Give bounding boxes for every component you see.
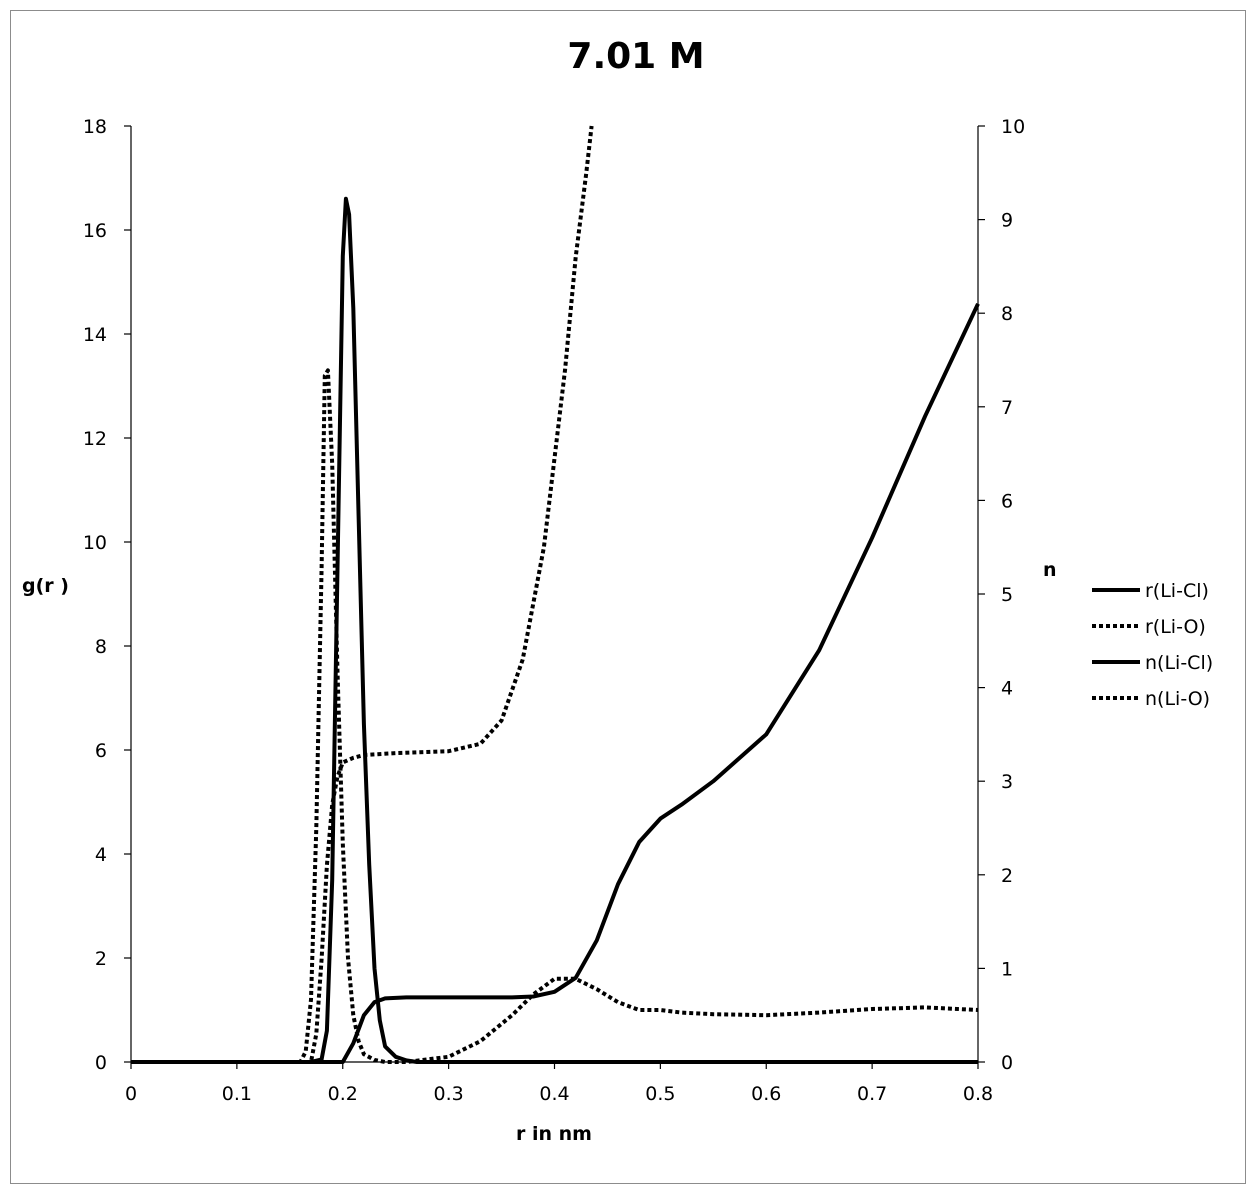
series-line-r-li-cl	[131, 196, 978, 1064]
x-tick-label: 0.1	[222, 1083, 252, 1105]
x-tick-label: 0.4	[539, 1083, 569, 1105]
y2-tick-label: 9	[1001, 210, 1013, 232]
y-tick-label: 14	[83, 324, 107, 346]
y-tick-label: 16	[83, 220, 107, 242]
plot-area	[131, 125, 980, 1064]
y2-tick-label: 10	[1001, 116, 1025, 138]
series-line-n-li-o	[131, 125, 594, 1064]
legend-label: r(Li-Cl)	[1145, 580, 1209, 602]
y2-axis-label: n	[1043, 559, 1057, 581]
y2-tick-label: 2	[1001, 865, 1013, 887]
legend: r(Li-Cl) r(Li-O) n(Li-Cl) n(Li-O)	[1092, 580, 1213, 710]
x-tick-label: 0.7	[857, 1083, 887, 1105]
y2-tick-label: 5	[1001, 584, 1013, 606]
x-tick-label: 0.6	[751, 1083, 781, 1105]
y-tick-label: 0	[95, 1052, 107, 1074]
y2-tick-label: 3	[1001, 771, 1013, 793]
chart-title: 7.01 M	[567, 36, 704, 77]
y2-tick-label: 6	[1001, 490, 1013, 512]
x-tick-label: 0.8	[963, 1083, 993, 1105]
y-tick-label: 8	[95, 636, 107, 658]
x-tick-label: 0	[125, 1083, 137, 1105]
legend-label: n(Li-Cl)	[1145, 652, 1213, 674]
y2-tick-label: 7	[1001, 397, 1013, 419]
y-tick-label: 6	[95, 740, 107, 762]
y2-tick-label: 4	[1001, 678, 1013, 700]
series-line-n-li-cl	[131, 302, 980, 1064]
legend-label: n(Li-O)	[1145, 688, 1210, 710]
y-tick-label: 12	[83, 428, 107, 450]
x-axis-label: r in nm	[516, 1123, 592, 1145]
x-tick-label: 0.5	[645, 1083, 675, 1105]
x-tick-label: 0.2	[328, 1083, 358, 1105]
y2-tick-label: 8	[1001, 303, 1013, 325]
y-ticks-right: 0 1 2 3 4 5 6 7 8 9 10	[978, 116, 1025, 1074]
y-tick-label: 2	[95, 948, 107, 970]
chart-frame	[10, 10, 1246, 1184]
y-tick-label: 10	[83, 532, 107, 554]
y2-tick-label: 1	[1001, 958, 1013, 980]
legend-label: r(Li-O)	[1145, 616, 1206, 638]
y-tick-label: 18	[83, 116, 107, 138]
x-tick-label: 0.3	[434, 1083, 464, 1105]
series-line-r-li-o	[131, 368, 979, 1064]
y-ticks-left: 0 2 4 6 8 10 12 14 16 18	[83, 116, 131, 1074]
y-tick-label: 4	[95, 844, 107, 866]
x-ticks: 0 0.1 0.2 0.3 0.4 0.5 0.6 0.7 0.8	[125, 1062, 993, 1105]
y-axis-label: g(r )	[22, 575, 69, 597]
y2-tick-label: 0	[1001, 1052, 1013, 1074]
